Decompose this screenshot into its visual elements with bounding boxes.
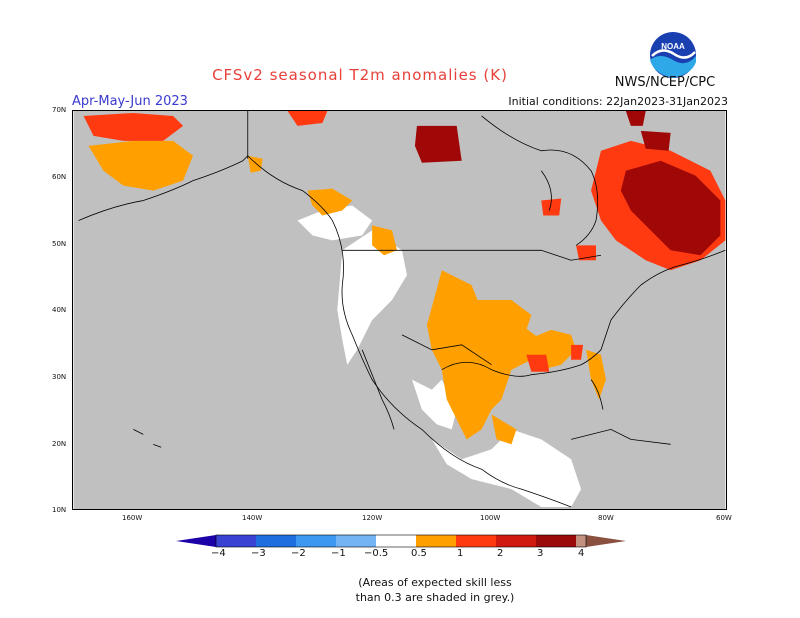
agency-label: NWS/NCEP/CPC [614, 75, 716, 90]
colorbar-swatch [536, 535, 576, 547]
lat-label: 50N [52, 240, 67, 248]
lon-label: 120W [362, 514, 383, 522]
colorbar-swatch [576, 535, 586, 547]
lat-label: 40N [52, 306, 67, 314]
map-title: CFSv2 seasonal T2m anomalies (K) [212, 66, 508, 84]
lat-label: 10N [52, 506, 67, 514]
neutral-regions [297, 205, 582, 508]
colorbar-swatch [376, 535, 416, 547]
colorbar-swatch [496, 535, 536, 547]
lat-label: 60N [52, 173, 67, 181]
skill-note-line: (Areas of expected skill less [358, 576, 512, 589]
lon-label: 160W [122, 514, 143, 522]
skill-note-line: than 0.3 are shaded in grey.) [355, 591, 515, 604]
colorbar-label: 2 [497, 548, 504, 559]
colorbar-label: −1 [331, 548, 346, 559]
lat-label: 30N [52, 373, 67, 381]
colorbar-swatch [336, 535, 376, 547]
season-label: Apr-May-Jun 2023 [72, 94, 188, 109]
colorbar-swatch [216, 535, 256, 547]
colorbar-swatch [296, 535, 336, 547]
colorbar-label: 1 [457, 548, 464, 559]
colorbar-swatch [416, 535, 456, 547]
skill-note: (Areas of expected skill less than 0.3 a… [0, 575, 800, 605]
lon-label: 100W [480, 514, 501, 522]
colorbar-label: 3 [537, 548, 544, 559]
colorbar-label: 0.5 [411, 548, 427, 559]
anomaly-2-3-regions [414, 111, 721, 256]
lon-label: 60W [716, 514, 732, 522]
lat-label: 70N [52, 106, 67, 114]
colorbar-label: −0.5 [364, 548, 389, 559]
colorbar-label: −2 [291, 548, 306, 559]
colorbar-swatch [256, 535, 296, 547]
noaa-logo-icon: NOAA [650, 32, 696, 78]
colorbar-swatch [456, 535, 496, 547]
initial-conditions-label: Initial conditions: 22Jan2023-31Jan2023 [508, 95, 728, 108]
colorbar-label: −4 [211, 548, 226, 559]
colorbar [176, 534, 626, 548]
lon-label: 140W [242, 514, 263, 522]
lon-label: 80W [598, 514, 614, 522]
coastlines [78, 111, 726, 508]
noaa-logo-text: NOAA [661, 42, 685, 51]
anomaly-map [72, 110, 727, 510]
colorbar-arrow-left [176, 535, 216, 547]
lat-label: 20N [52, 440, 67, 448]
colorbar-label: 4 [578, 548, 585, 559]
colorbar-label: −3 [251, 548, 266, 559]
colorbar-arrow-right [586, 535, 626, 547]
